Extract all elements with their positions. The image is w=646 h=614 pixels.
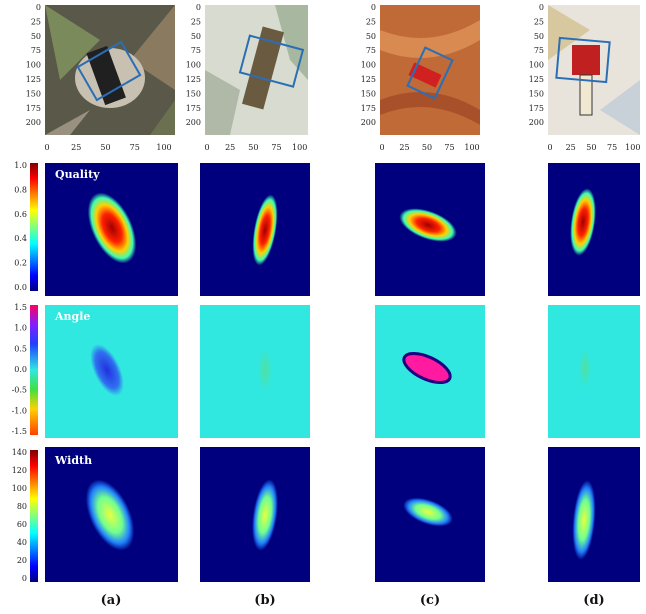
colorbar-tick-label: 0.0 <box>14 365 27 374</box>
colorbar-tick-label: 40 <box>17 538 27 547</box>
colorbar-tick-label: 80 <box>17 502 27 511</box>
y-tick-label: 50 <box>31 32 41 41</box>
y-tick-label: 150 <box>186 89 201 98</box>
caption: (c) <box>420 593 440 608</box>
colorbar-tick-label: -1.5 <box>12 427 27 436</box>
y-tick-label: 125 <box>26 75 41 84</box>
y-tick-label: 25 <box>366 17 376 26</box>
y-tick-label: 0 <box>539 3 544 12</box>
x-tick-label: 25 <box>399 143 409 152</box>
y-tick-label: 150 <box>361 89 376 98</box>
y-tick-label: 175 <box>26 104 41 113</box>
y-tick-label: 150 <box>529 89 544 98</box>
colorbar-tick-label: 120 <box>12 466 27 475</box>
colorbar-tick-label: -1.0 <box>12 406 27 415</box>
y-tick-label: 125 <box>186 75 201 84</box>
photo-a <box>45 5 175 135</box>
y-tick-label: 50 <box>534 32 544 41</box>
y-tick-label: 25 <box>534 17 544 26</box>
y-tick-label: 25 <box>31 17 41 26</box>
colorbar-tick-label: 20 <box>17 556 27 565</box>
colorbar-tick-label: 1.0 <box>14 161 27 170</box>
y-tick-label: 175 <box>361 104 376 113</box>
caption: (b) <box>254 593 275 608</box>
x-tick-label: 0 <box>379 143 384 152</box>
y-tick-label: 50 <box>191 32 201 41</box>
figure: Quality Angle Width (a) (b) (c) (d) 0 25 5… <box>0 0 646 614</box>
y-tick-label: 100 <box>361 61 376 70</box>
colorbar <box>30 450 38 582</box>
colorbar-tick-label: -0.5 <box>12 386 27 395</box>
x-tick-label: 75 <box>130 143 140 152</box>
y-tick-label: 150 <box>26 89 41 98</box>
y-tick-label: 100 <box>529 61 544 70</box>
colorbar-tick-label: 0.0 <box>14 283 27 292</box>
y-tick-label: 75 <box>191 46 201 55</box>
y-tick-label: 75 <box>31 46 41 55</box>
colorbar-tick-label: 1.5 <box>14 303 27 312</box>
x-tick-label: 0 <box>547 143 552 152</box>
x-tick-label: 75 <box>444 143 454 152</box>
photo-b <box>205 5 308 135</box>
caption: (d) <box>583 593 604 608</box>
width-maps <box>45 447 640 582</box>
colorbar-tick-label: 0.6 <box>14 210 27 219</box>
angle-maps <box>45 305 640 438</box>
y-tick-label: 175 <box>186 104 201 113</box>
x-tick-label: 25 <box>71 143 81 152</box>
x-tick-label: 25 <box>566 143 576 152</box>
y-tick-label: 200 <box>186 118 201 127</box>
quality-maps <box>45 163 640 296</box>
colorbar-tick-label: 0.5 <box>14 344 27 353</box>
y-tick-label: 200 <box>361 118 376 127</box>
x-tick-label: 0 <box>204 143 209 152</box>
colorbar <box>30 163 38 291</box>
y-tick-label: 0 <box>36 3 41 12</box>
colorbar-tick-label: 0.2 <box>14 259 27 268</box>
x-tick-label: 100 <box>625 143 640 152</box>
photo-c <box>380 5 480 135</box>
x-tick-label: 100 <box>292 143 307 152</box>
colorbar-tick-label: 1.0 <box>14 324 27 333</box>
row-label: Angle <box>54 310 90 323</box>
colorbar-tick-label: 140 <box>12 448 27 457</box>
x-tick-label: 50 <box>248 143 258 152</box>
y-tick-label: 175 <box>529 104 544 113</box>
x-tick-label: 50 <box>586 143 596 152</box>
y-tick-label: 125 <box>529 75 544 84</box>
colorbar-tick-label: 0.8 <box>14 185 27 194</box>
x-tick-label: 100 <box>464 143 479 152</box>
y-tick-label: 0 <box>196 3 201 12</box>
x-tick-label: 75 <box>607 143 617 152</box>
y-tick-label: 200 <box>529 118 544 127</box>
colorbar-tick-label: 100 <box>12 484 27 493</box>
photo-d <box>548 5 640 135</box>
x-tick-label: 0 <box>44 143 49 152</box>
y-tick-label: 125 <box>361 75 376 84</box>
row-label: Width <box>54 454 92 467</box>
x-tick-label: 75 <box>271 143 281 152</box>
caption: (a) <box>101 593 122 608</box>
x-tick-label: 50 <box>422 143 432 152</box>
y-tick-label: 50 <box>366 32 376 41</box>
x-tick-label: 50 <box>100 143 110 152</box>
colorbar-tick-label: 0.4 <box>14 234 27 243</box>
y-tick-label: 75 <box>366 46 376 55</box>
y-tick-label: 25 <box>191 17 201 26</box>
colorbar-tick-label: 60 <box>17 520 27 529</box>
x-tick-label: 100 <box>156 143 171 152</box>
y-tick-label: 100 <box>26 61 41 70</box>
colorbar-tick-label: 0 <box>22 574 27 583</box>
colorbar <box>30 305 38 435</box>
y-tick-label: 0 <box>371 3 376 12</box>
y-tick-label: 200 <box>26 118 41 127</box>
y-tick-label: 75 <box>534 46 544 55</box>
row-label: Quality <box>55 168 100 181</box>
x-tick-label: 25 <box>225 143 235 152</box>
y-tick-label: 100 <box>186 61 201 70</box>
